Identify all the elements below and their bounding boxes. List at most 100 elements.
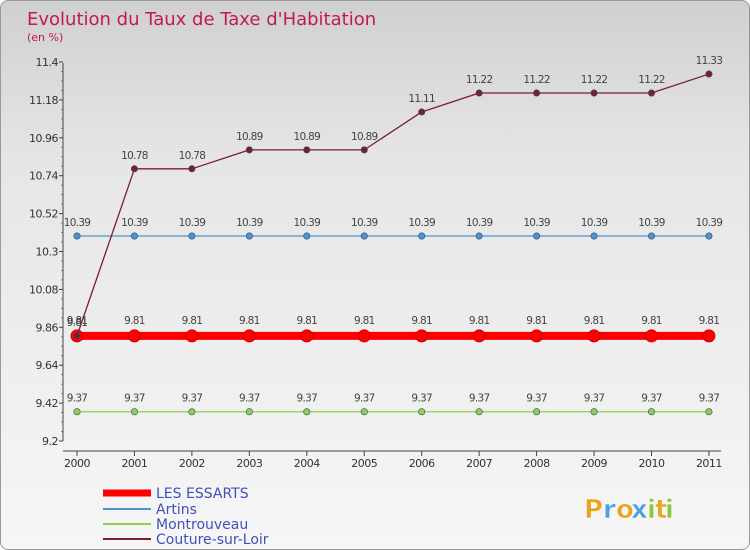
data-point — [73, 232, 81, 240]
x-tick-labels: 2000 2001 2002 2003 2004 2005 2006 2007 2008 2009… — [64, 451, 722, 470]
data-point — [590, 408, 598, 416]
chart-subtitle: (en %) — [27, 31, 63, 44]
logo-letter: r — [603, 495, 616, 525]
data-label: 9.81 — [469, 315, 490, 327]
data-point — [418, 108, 426, 116]
x-tick-label: 2010 — [639, 457, 665, 470]
data-label: 9.37 — [526, 393, 547, 405]
logo-letter: x — [631, 495, 648, 525]
data-label: 9.81 — [411, 315, 432, 327]
data-label: 10.89 — [236, 131, 263, 143]
data-point — [300, 329, 314, 343]
x-tick-label: 2001 — [121, 457, 147, 470]
data-point — [245, 232, 253, 240]
data-point — [705, 70, 713, 78]
data-label: 9.81 — [526, 315, 547, 327]
data-label: 10.39 — [581, 217, 608, 229]
legend: LES ESSARTSArtinsMontrouveauCouture-sur-… — [103, 486, 269, 548]
y-tick-label: 10.96 — [29, 132, 58, 145]
data-label: 11.11 — [408, 93, 435, 105]
logo-letter: o — [616, 495, 634, 525]
x-tick-label: 2007 — [466, 457, 492, 470]
data-point — [303, 146, 311, 154]
x-tick-label: 2009 — [581, 457, 607, 470]
data-point — [702, 329, 716, 343]
data-point — [245, 146, 253, 154]
data-point — [533, 408, 541, 416]
logo-letter: i — [665, 495, 674, 525]
data-point — [533, 89, 541, 97]
y-tick-label: 9.2 — [42, 435, 58, 448]
data-label: 10.39 — [351, 217, 378, 229]
y-tick-labels: 11.4 11.18 10.96 10.74 10.52 10.3 10.08 9.86 9.6… — [29, 56, 63, 448]
data-label: 10.39 — [236, 217, 263, 229]
data-label: 9.37 — [354, 393, 375, 405]
y-tick-label: 11.18 — [29, 94, 58, 107]
data-point — [73, 408, 81, 416]
data-label: 11.22 — [638, 74, 665, 86]
data-label: 11.33 — [696, 55, 723, 67]
data-point — [415, 329, 429, 343]
data-point — [705, 408, 713, 416]
data-label: 9.81 — [67, 317, 88, 329]
data-point — [130, 165, 138, 173]
data-label: 10.39 — [64, 217, 91, 229]
data-label: 11.22 — [581, 74, 608, 86]
data-label: 9.37 — [699, 393, 720, 405]
data-label: 10.78 — [179, 150, 206, 162]
data-point — [188, 408, 196, 416]
y-tick-label: 9.42 — [36, 397, 59, 410]
data-label: 9.81 — [641, 315, 662, 327]
y-tick-label: 10.52 — [29, 208, 58, 221]
data-point — [188, 232, 196, 240]
data-label: 9.81 — [239, 315, 260, 327]
legend-label: Couture-sur-Loir — [156, 532, 269, 548]
data-label: 10.78 — [121, 150, 148, 162]
data-label: 10.39 — [408, 217, 435, 229]
legend-label: Montrouveau — [156, 517, 248, 533]
data-point — [472, 329, 486, 343]
data-point — [647, 232, 655, 240]
data-label: 10.39 — [466, 217, 493, 229]
data-label: 10.39 — [121, 217, 148, 229]
y-tick-label: 10.08 — [29, 283, 58, 296]
data-point — [533, 232, 541, 240]
data-point — [360, 232, 368, 240]
data-label: 9.37 — [124, 393, 145, 405]
x-tick-label: 2011 — [696, 457, 722, 470]
x-tick-label: 2005 — [351, 457, 377, 470]
data-label: 9.81 — [67, 315, 88, 327]
data-labels: 10.39 10.39 10.39 10.39 10.39 10.39 10.39 10.39… — [64, 55, 723, 405]
x-tick-label: 2008 — [524, 457, 550, 470]
data-label: 9.37 — [67, 393, 88, 405]
data-label: 10.39 — [294, 217, 321, 229]
data-label: 9.81 — [297, 315, 318, 327]
data-label: 9.37 — [297, 393, 318, 405]
data-label: 9.37 — [584, 393, 605, 405]
data-point — [360, 408, 368, 416]
data-label: 9.81 — [354, 315, 375, 327]
data-label: 9.81 — [699, 315, 720, 327]
data-point — [475, 408, 483, 416]
y-tick-label: 9.86 — [36, 321, 59, 334]
data-label: 9.37 — [641, 393, 662, 405]
data-label: 10.89 — [294, 131, 321, 143]
data-label: 9.37 — [239, 393, 260, 405]
data-point — [590, 89, 598, 97]
data-point — [590, 232, 598, 240]
logo-letter: t — [655, 495, 667, 525]
data-point — [242, 329, 256, 343]
y-tick-label: 10.3 — [36, 246, 59, 259]
data-point — [645, 329, 658, 343]
data-label: 10.39 — [523, 217, 550, 229]
data-label: 10.89 — [351, 131, 378, 143]
series-line-couture-sur-loir — [76, 73, 710, 337]
data-label: 9.81 — [584, 315, 605, 327]
data-point — [357, 329, 371, 343]
chart-title: Evolution du Taux de Taxe d'Habitation — [27, 9, 376, 30]
x-tick-label: 2003 — [236, 457, 262, 470]
data-point — [475, 89, 483, 97]
legend-label: LES ESSARTS — [156, 486, 249, 502]
data-point — [587, 329, 601, 343]
